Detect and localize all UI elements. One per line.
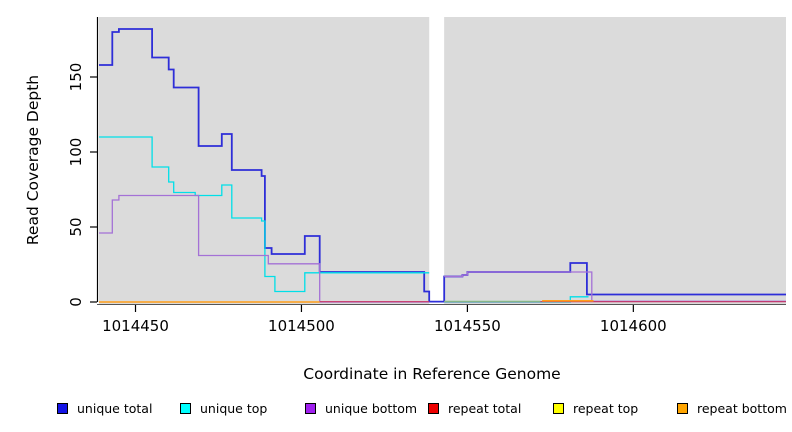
axes-layer: 1014450 1014500 1014550 1014600 0 50 100 150 [67,17,786,335]
legend-item-repeat-top: repeat top [553,399,638,417]
legend-item-repeat-total: repeat total [428,399,521,417]
x-tick-label: 1014500 [268,317,335,335]
x-axis-title: Coordinate in Reference Genome [303,365,560,383]
chart-canvas: 1014450 1014500 1014550 1014600 0 50 100 150 Re… [24,16,786,383]
legend-label: repeat total [448,400,522,416]
legend-swatch-icon-unique-top [180,402,191,414]
y-tick-label: 150 [67,63,85,92]
legend-label: repeat bottom [697,400,787,416]
y-tick-label: 0 [67,297,85,307]
x-tick-label: 1014450 [102,317,169,335]
legend-item-repeat-bottom: repeat bottom [677,399,787,417]
legend-label: repeat top [573,400,639,416]
legend-label: unique total [77,400,153,416]
series-line-unique-bottom [444,271,786,302]
legend-swatch-icon-unique-bottom [305,402,316,414]
legend-item-unique-bottom: unique bottom [305,399,417,417]
legend-swatch-icon-repeat-total [428,402,439,414]
legend-swatch-icon-repeat-bottom [677,402,688,414]
series-line-unique-bottom [99,194,430,303]
y-tick-label: 100 [67,138,85,167]
series-lines-layer [99,28,786,303]
legend-label: unique bottom [325,400,418,416]
series-line-unique-top [99,136,430,293]
chart-legend: unique total unique top unique bottom repea… [0,399,792,421]
no-data-gap-band [429,16,445,305]
y-axis-title: Read Coverage Depth [24,75,42,245]
x-tick-label: 1014550 [434,317,501,335]
y-tick-label: 50 [67,217,85,236]
legend-swatch-icon-unique-total [57,402,68,414]
legend-swatch-icon-repeat-top [553,402,564,414]
legend-label: unique top [200,400,268,416]
x-tick-label: 1014600 [600,317,667,335]
legend-item-unique-top: unique top [180,399,267,417]
legend-item-unique-total: unique total [57,399,152,417]
plot-background-layer [99,16,786,305]
